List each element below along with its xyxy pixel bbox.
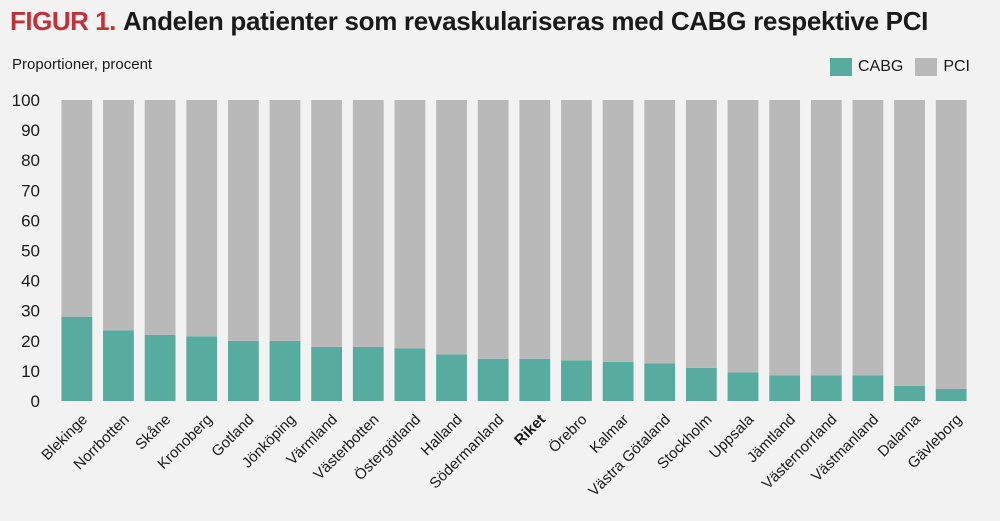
figure-number: FIGUR 1. [10, 6, 116, 36]
bar-cabg [269, 340, 301, 401]
figure-title: FIGUR 1. Andelen patienter som revaskula… [10, 4, 928, 38]
legend: CABG PCI [829, 58, 970, 76]
bar-cabg [61, 316, 93, 401]
bar-pci [685, 100, 717, 368]
bar-pci [519, 100, 551, 359]
bar-pci [477, 100, 509, 359]
bar-cabg [685, 367, 717, 401]
bar-cabg [727, 372, 759, 401]
bar-pci [103, 100, 134, 331]
bar-cabg [519, 358, 551, 401]
bar-cabg [561, 360, 592, 401]
y-tick-label: 50 [21, 242, 40, 261]
x-tick-label: Södermanland [426, 411, 507, 492]
bar-cabg [769, 375, 801, 401]
bar-cabg [935, 388, 967, 401]
y-tick-label: 90 [21, 121, 40, 140]
legend-swatch-pci [915, 58, 938, 76]
bar-pci [602, 100, 634, 362]
bar-cabg [103, 330, 134, 401]
bar-pci [894, 100, 925, 386]
y-tick-label: 40 [21, 272, 40, 291]
y-tick-label: 20 [21, 332, 40, 351]
bar-cabg [311, 346, 343, 401]
bar-pci [769, 100, 801, 376]
bar-pci [561, 100, 592, 361]
bar-pci [727, 100, 759, 373]
bar-cabg [852, 375, 884, 401]
bar-pci [269, 100, 301, 341]
bar-pci [644, 100, 676, 364]
figure-title-text: Andelen patienter som revaskulariseras m… [123, 6, 929, 36]
bar-pci [436, 100, 467, 355]
bar-cabg [352, 346, 384, 401]
bar-pci [352, 100, 384, 347]
bar-cabg [477, 358, 509, 401]
bar-cabg [227, 340, 259, 401]
bar-pci [935, 100, 967, 389]
y-tick-label: 70 [21, 181, 40, 200]
legend-label-cabg: CABG [857, 58, 904, 75]
x-tick-label: Örebro [545, 410, 591, 456]
x-tick-label: Riket [511, 411, 549, 449]
y-tick-label: 10 [21, 362, 40, 381]
bar-cabg [144, 334, 176, 401]
legend-item-pci: PCI [915, 58, 970, 76]
y-tick-label: 80 [21, 151, 40, 170]
legend-label-pci: PCI [943, 58, 970, 75]
bar-cabg [894, 385, 925, 401]
bar-cabg [436, 354, 467, 401]
y-axis-label: Proportioner, procent [12, 56, 153, 73]
bar-pci [311, 100, 343, 347]
y-tick-label: 0 [31, 392, 40, 411]
bar-cabg [186, 336, 218, 401]
bar-pci [810, 100, 842, 376]
y-tick-label: 100 [12, 91, 40, 110]
bar-cabg [644, 363, 676, 402]
bar-pci [61, 100, 93, 317]
bar-pci [144, 100, 176, 335]
bar-pci [394, 100, 426, 349]
legend-swatch-cabg [829, 58, 852, 76]
legend-item-cabg: CABG [829, 58, 904, 76]
bar-pci [186, 100, 218, 337]
bar-cabg [810, 375, 842, 401]
bar-cabg [394, 348, 426, 401]
y-tick-label: 60 [21, 211, 40, 230]
bar-pci [227, 100, 259, 341]
bar-cabg [602, 361, 634, 401]
y-tick-label: 30 [21, 302, 40, 321]
bar-pci [852, 100, 884, 376]
